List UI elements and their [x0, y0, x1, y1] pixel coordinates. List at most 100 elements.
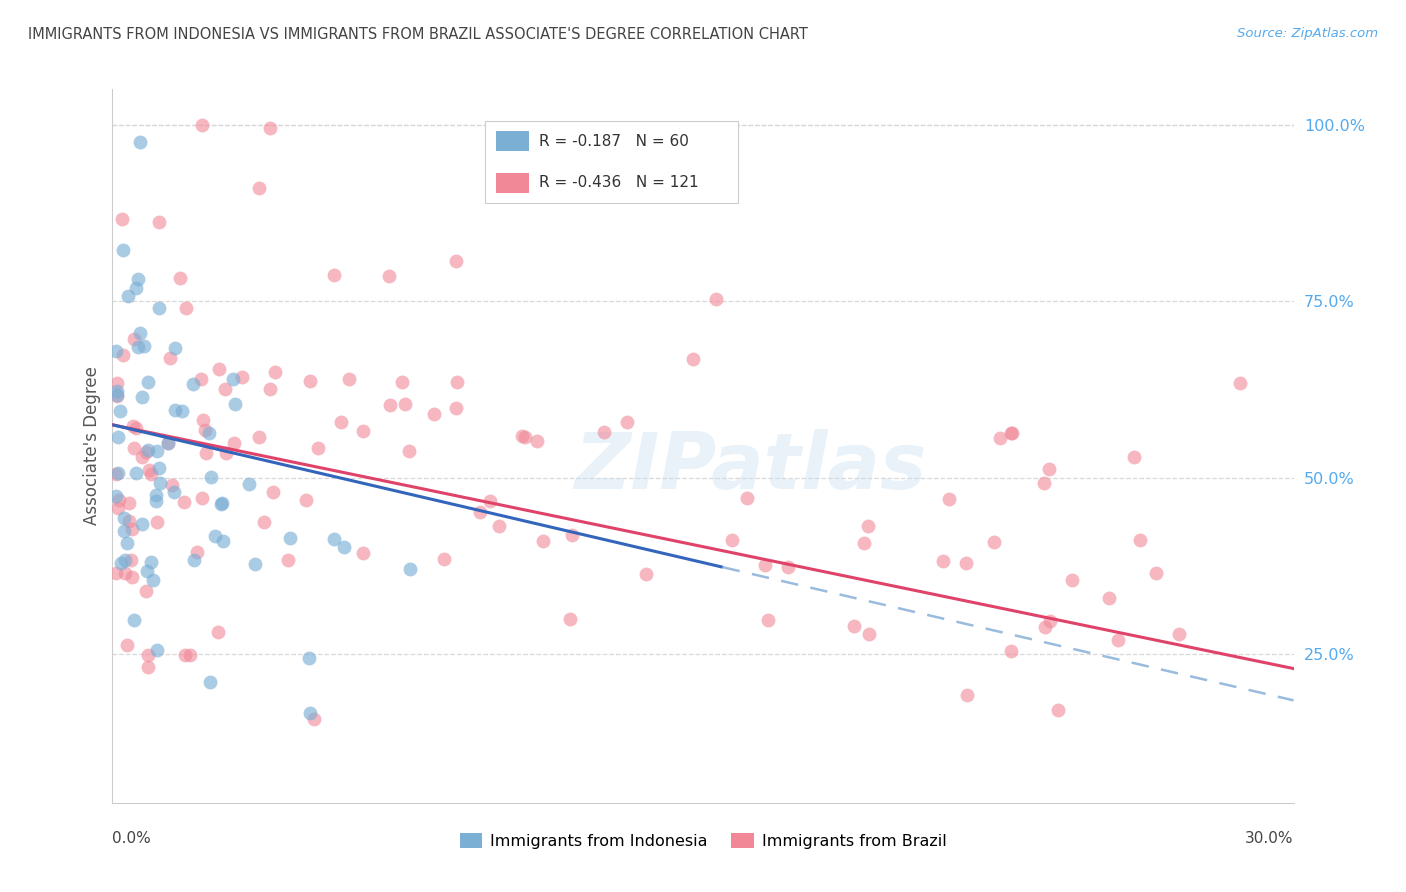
Point [211, 534, 233, 549]
Point [145, 487, 167, 501]
Point [138, 463, 160, 477]
Point [120, 552, 142, 566]
Point [135, 564, 157, 578]
Point [720, 533, 742, 548]
Point [1098, 591, 1121, 605]
Point [111, 348, 134, 362]
Point [776, 560, 799, 574]
Point [735, 491, 758, 505]
Point [105, 376, 128, 391]
Point [163, 341, 186, 355]
Point [931, 554, 953, 568]
Point [299, 374, 322, 388]
Text: Source: ZipAtlas.com: Source: ZipAtlas.com [1237, 27, 1378, 40]
Text: 30.0%: 30.0% [1246, 831, 1294, 847]
Point [423, 407, 446, 421]
Point [204, 529, 226, 543]
Point [136, 659, 159, 673]
Point [398, 444, 420, 458]
Point [1129, 533, 1152, 548]
Point [756, 614, 779, 628]
Point [121, 418, 143, 433]
Point [593, 425, 616, 439]
Point [377, 268, 399, 283]
Point [337, 372, 360, 386]
Point [138, 375, 160, 389]
Point [1000, 643, 1022, 657]
Point [322, 532, 344, 546]
Point [616, 415, 638, 429]
Point [307, 441, 329, 455]
Point [163, 484, 186, 499]
Point [125, 280, 148, 294]
Point [146, 515, 169, 529]
Point [159, 351, 181, 365]
Point [560, 612, 582, 626]
Point [117, 289, 139, 303]
Point [148, 301, 170, 315]
Text: 0.0%: 0.0% [112, 831, 152, 847]
Point [278, 531, 301, 545]
Point [983, 535, 1005, 549]
Point [856, 519, 879, 533]
Point [333, 540, 356, 554]
Point [135, 584, 157, 599]
Point [107, 467, 129, 481]
Legend: Immigrants from Indonesia, Immigrants from Brazil: Immigrants from Indonesia, Immigrants fr… [453, 827, 953, 855]
Point [352, 546, 374, 560]
Point [433, 552, 456, 566]
Point [398, 562, 420, 576]
Point [112, 524, 135, 539]
Point [105, 389, 128, 403]
Point [1039, 614, 1062, 628]
Point [118, 514, 141, 528]
Point [173, 648, 195, 663]
Point [515, 430, 537, 444]
Point [858, 627, 880, 641]
Point [394, 397, 416, 411]
Point [146, 643, 169, 657]
Point [127, 340, 149, 354]
Point [754, 558, 776, 573]
Point [531, 533, 554, 548]
Point [1144, 566, 1167, 581]
Point [179, 648, 201, 663]
Point [955, 556, 977, 570]
Point [136, 648, 159, 662]
Point [391, 375, 413, 389]
Point [105, 384, 128, 399]
Point [121, 522, 143, 536]
Point [323, 268, 346, 282]
Point [295, 492, 318, 507]
Point [444, 401, 467, 416]
Point [107, 430, 129, 444]
Bar [496, 131, 530, 152]
Point [478, 494, 501, 508]
Point [1123, 450, 1146, 464]
Point [198, 675, 221, 690]
Point [214, 382, 236, 396]
Point [259, 121, 281, 136]
Point [352, 424, 374, 438]
Point [125, 421, 148, 435]
Point [124, 466, 146, 480]
Text: R = -0.436   N = 121: R = -0.436 N = 121 [538, 175, 699, 190]
Point [169, 271, 191, 285]
Point [1168, 627, 1191, 641]
Point [148, 461, 170, 475]
Point [468, 505, 491, 519]
Bar [496, 173, 530, 193]
Point [108, 492, 131, 507]
Point [277, 552, 299, 566]
Point [186, 545, 208, 559]
Point [118, 495, 141, 509]
Point [238, 477, 260, 491]
Point [146, 443, 169, 458]
Point [200, 470, 222, 484]
Point [1038, 461, 1060, 475]
Point [129, 136, 152, 150]
Point [1001, 425, 1024, 440]
Point [110, 557, 132, 571]
Point [197, 426, 219, 441]
Point [193, 423, 215, 437]
